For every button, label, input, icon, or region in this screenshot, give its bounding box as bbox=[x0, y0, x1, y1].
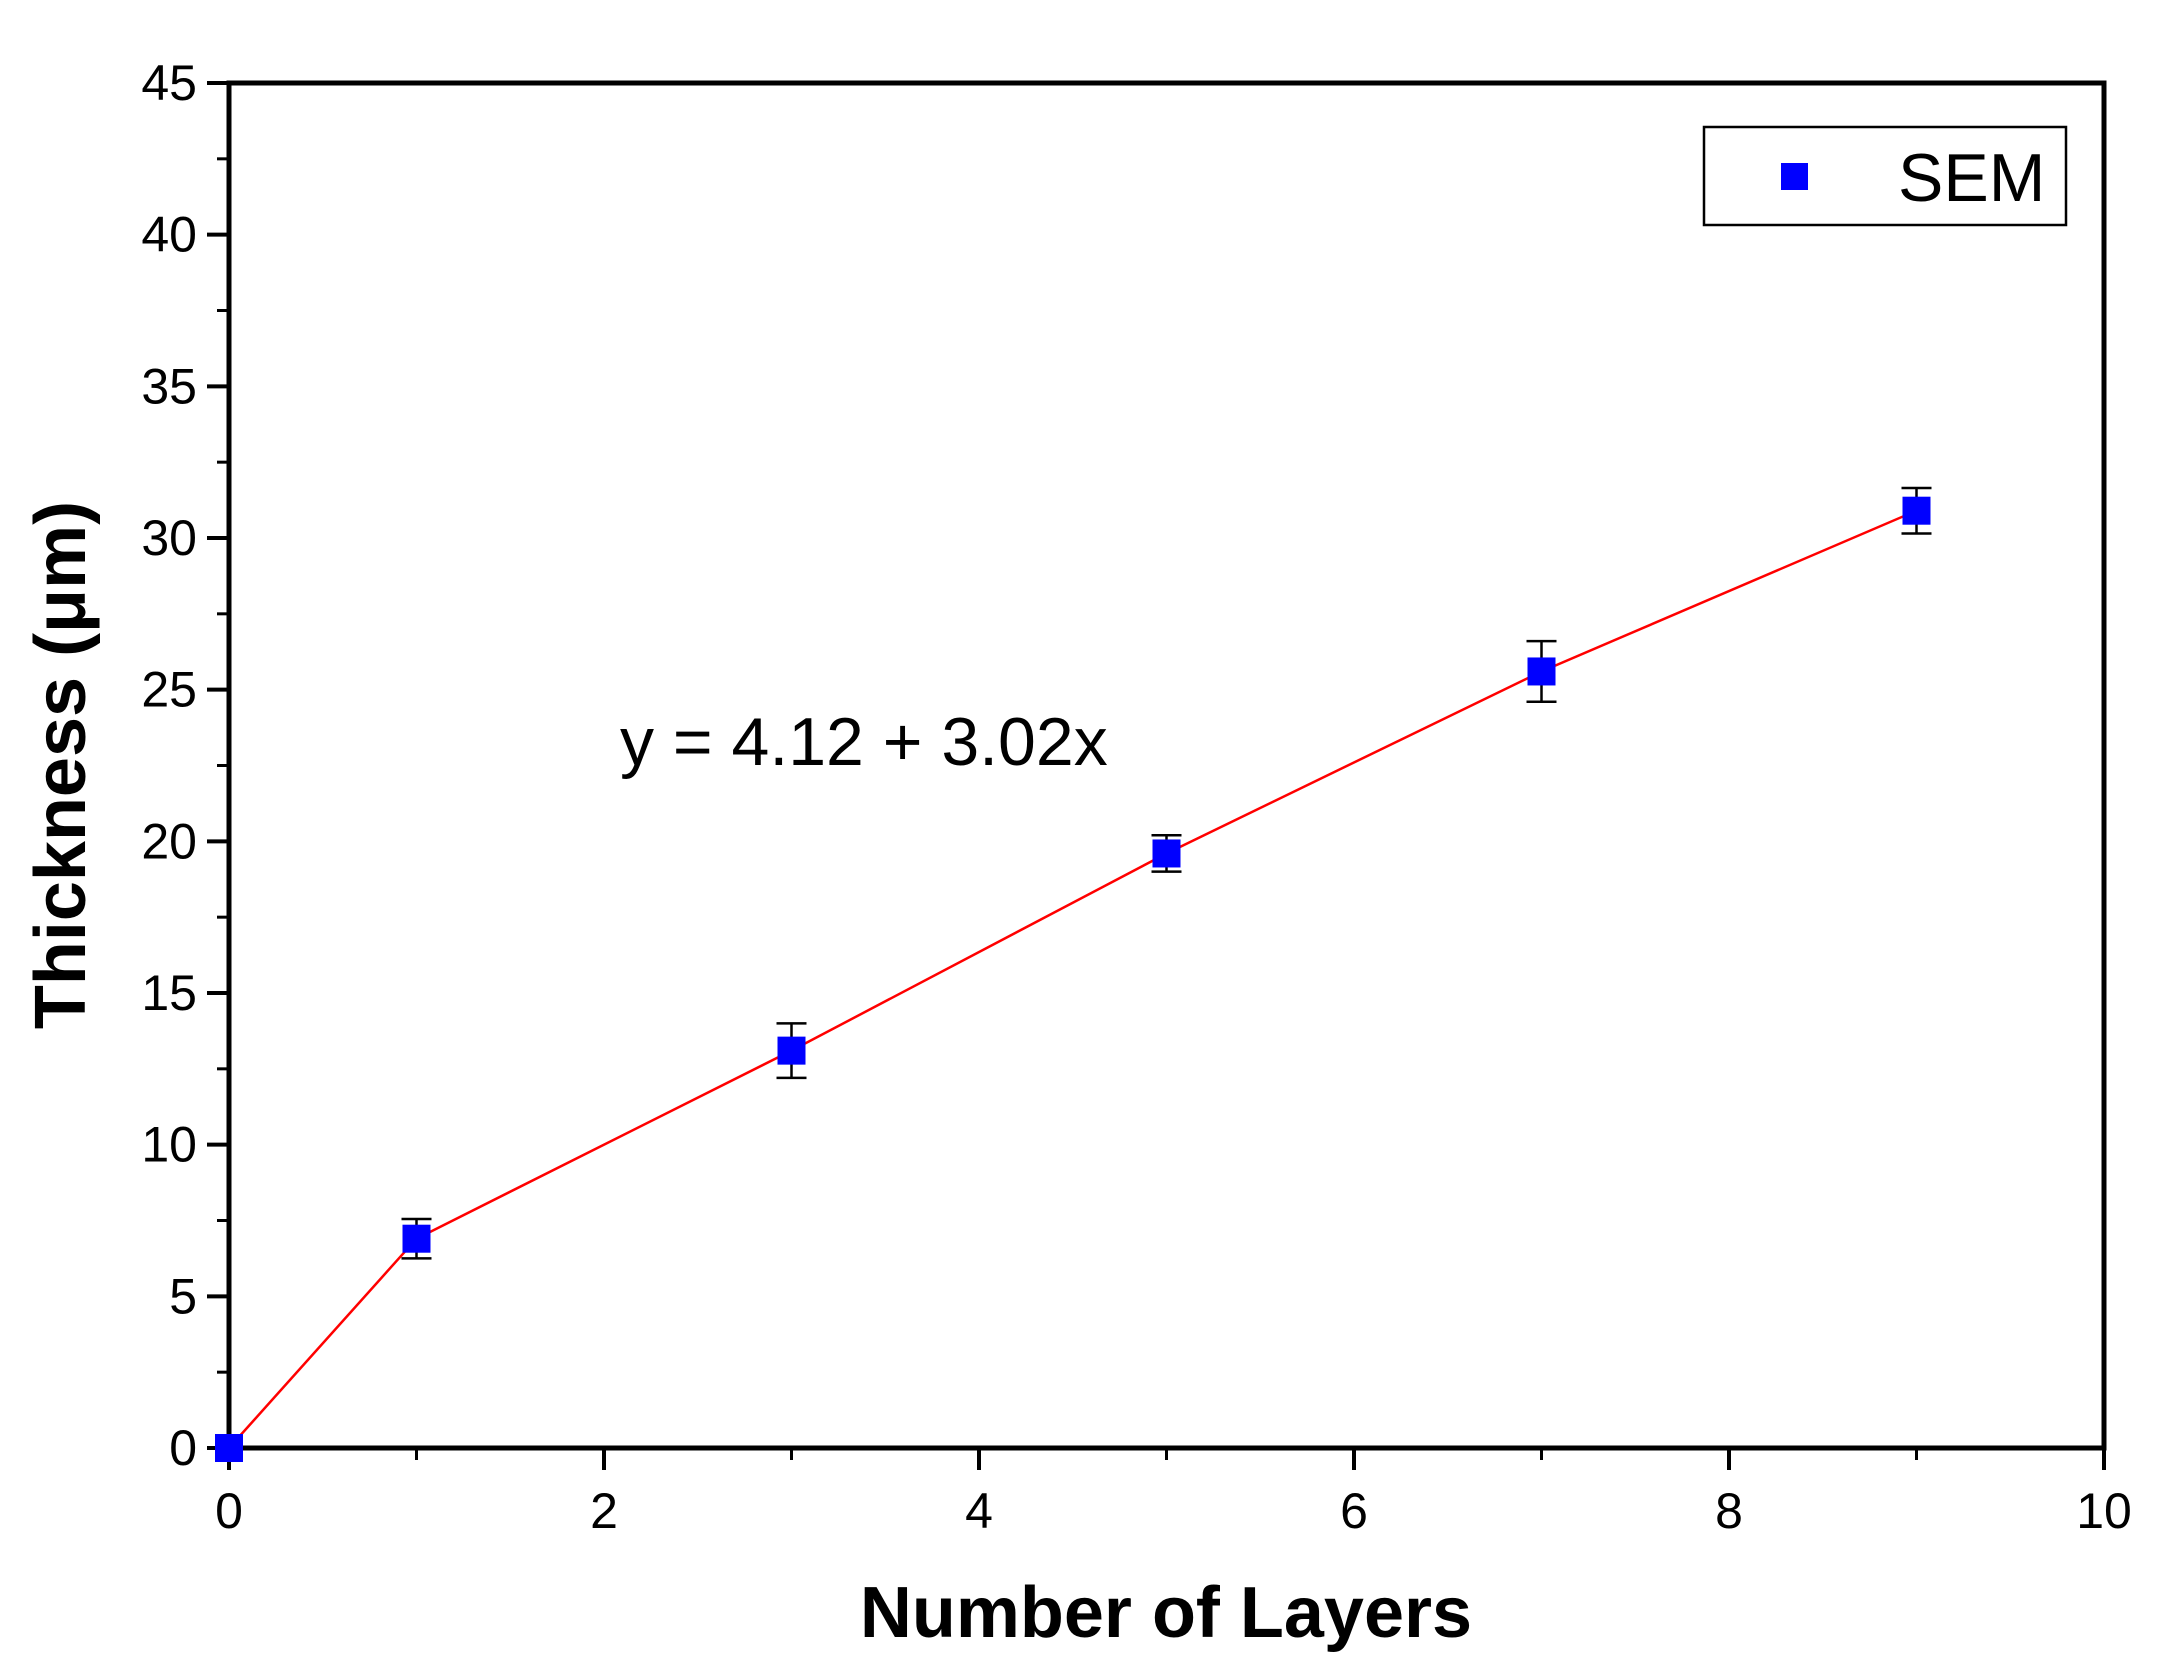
y-tick-label: 30 bbox=[141, 510, 197, 566]
y-tick-label: 25 bbox=[141, 662, 197, 718]
data-point bbox=[1527, 657, 1556, 686]
x-tick-label: 8 bbox=[1715, 1483, 1743, 1539]
y-axis-ticks: 0 5 10 15 20 25 30 35 40 45 bbox=[141, 55, 229, 1476]
legend-box bbox=[1702, 125, 2068, 227]
y-tick-label: 5 bbox=[169, 1268, 197, 1324]
plot-frame bbox=[226, 80, 2107, 1451]
y-tick-label: 15 bbox=[141, 965, 197, 1021]
y-tick-label: 10 bbox=[141, 1117, 197, 1173]
y-axis-title: Thickness (μm) bbox=[21, 501, 101, 1029]
series-line bbox=[228, 509, 1917, 1449]
x-axis-ticks: 0 2 4 6 8 10 bbox=[215, 1448, 2132, 1539]
data-point bbox=[777, 1036, 806, 1065]
fit-equation-annotation: y = 4.12 + 3.02x bbox=[620, 704, 1108, 780]
x-axis-title: Number of Layers bbox=[860, 1573, 1472, 1653]
series-line-sem bbox=[228, 509, 1917, 1449]
data-point bbox=[1152, 839, 1181, 868]
x-tick-label: 4 bbox=[965, 1483, 993, 1539]
data-markers bbox=[215, 496, 1931, 1462]
y-tick-label: 35 bbox=[141, 358, 197, 414]
y-tick-label: 40 bbox=[141, 207, 197, 263]
x-tick-label: 0 bbox=[215, 1483, 243, 1539]
legend: SEM bbox=[1702, 125, 2068, 227]
x-tick-label: 2 bbox=[590, 1483, 618, 1539]
legend-marker bbox=[1781, 163, 1808, 190]
x-tick-label: 10 bbox=[2076, 1483, 2132, 1539]
data-point bbox=[402, 1224, 431, 1253]
y-tick-label: 0 bbox=[169, 1420, 197, 1476]
legend-label: SEM bbox=[1898, 140, 2045, 216]
x-tick-label: 6 bbox=[1340, 1483, 1368, 1539]
data-point bbox=[1902, 496, 1931, 525]
data-point bbox=[215, 1434, 243, 1462]
y-tick-label: 45 bbox=[141, 55, 197, 111]
y-tick-label: 20 bbox=[141, 813, 197, 869]
